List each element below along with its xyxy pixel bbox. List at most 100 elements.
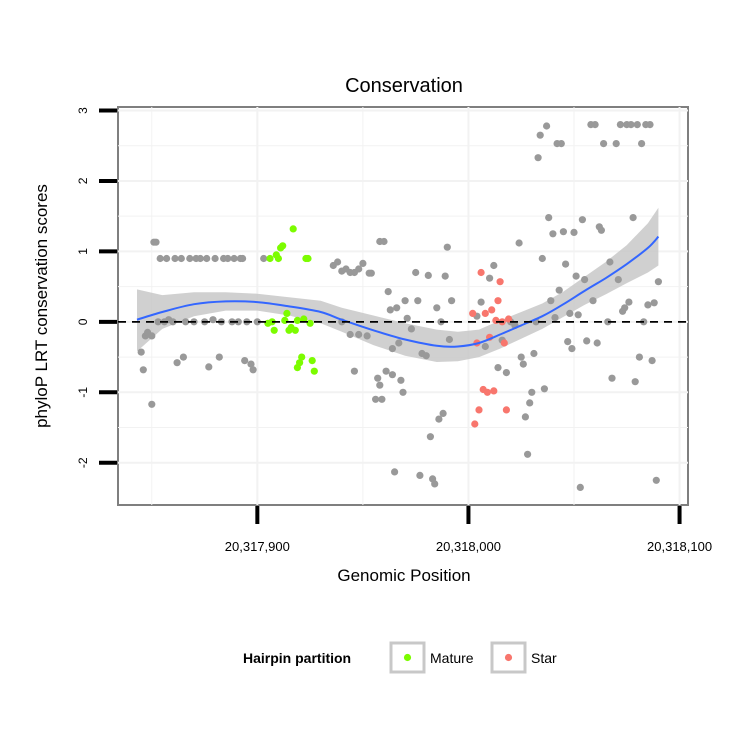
point-other: [205, 363, 213, 371]
point-other: [574, 311, 582, 319]
point-other: [654, 278, 663, 286]
point-other: [559, 228, 568, 236]
point-other: [148, 332, 156, 340]
point-other: [196, 254, 204, 263]
x-tick-label: 20,317,900: [225, 539, 290, 554]
point-other: [604, 318, 612, 326]
point-other: [566, 309, 574, 317]
point-mature: [289, 225, 297, 233]
point-other: [562, 260, 570, 268]
point-other: [557, 140, 565, 148]
point-other: [424, 271, 432, 279]
point-other: [633, 121, 641, 129]
point-other: [494, 364, 502, 372]
point-other: [249, 366, 257, 374]
legend-label-star: Star: [531, 650, 557, 666]
point-other: [650, 299, 658, 307]
point-mature: [306, 319, 314, 327]
point-other: [433, 304, 441, 312]
point-other: [625, 298, 633, 306]
data-points: [137, 121, 663, 491]
point-other: [393, 304, 401, 312]
point-other: [346, 330, 354, 339]
point-other: [570, 228, 578, 236]
point-other: [412, 268, 420, 277]
point-other: [621, 304, 629, 312]
point-other: [186, 254, 194, 263]
point-other: [521, 413, 530, 421]
point-other: [386, 306, 394, 314]
point-other: [536, 131, 544, 139]
point-other: [234, 318, 242, 326]
point-other: [540, 385, 549, 393]
point-mature: [300, 315, 308, 323]
point-other: [448, 297, 456, 305]
point-other: [547, 297, 555, 305]
point-other: [230, 254, 238, 263]
point-other: [502, 369, 510, 377]
point-other: [606, 258, 614, 266]
point-other: [648, 357, 656, 365]
point-other: [490, 261, 498, 270]
point-other: [517, 353, 525, 361]
point-other: [528, 388, 536, 396]
x-axis: 20,317,900 20,318,000 20,318,100: [225, 506, 712, 554]
point-other: [247, 360, 255, 368]
point-other: [481, 342, 489, 351]
point-star: [505, 315, 513, 323]
point-other: [169, 318, 177, 326]
smooth-curve: [136, 235, 660, 348]
series-mature: [264, 225, 318, 375]
legend-entry-mature: Mature: [389, 641, 474, 674]
point-other: [612, 140, 620, 148]
point-other: [524, 450, 532, 458]
point-star: [500, 339, 508, 347]
point-other: [378, 395, 386, 403]
point-other: [372, 395, 380, 403]
point-star: [496, 278, 504, 286]
point-other: [443, 243, 451, 251]
point-other: [154, 318, 162, 326]
point-star: [494, 297, 502, 305]
point-other: [593, 339, 601, 347]
point-other: [597, 226, 606, 234]
point-other: [148, 400, 156, 408]
point-other: [241, 357, 249, 365]
point-other: [568, 345, 576, 353]
point-other: [388, 345, 396, 353]
point-other: [578, 216, 587, 224]
point-other: [486, 274, 494, 282]
point-other: [239, 254, 247, 263]
point-other: [589, 297, 597, 305]
point-other: [401, 297, 409, 305]
point-mature: [310, 367, 318, 375]
point-other: [260, 254, 268, 263]
smooth-trend: [136, 235, 660, 348]
point-other: [156, 254, 164, 263]
y-tick-label: 3: [76, 107, 90, 114]
x-tick-label: 20,318,000: [436, 539, 501, 554]
point-star: [481, 309, 489, 317]
point-star: [483, 388, 491, 396]
point-mature: [304, 254, 312, 263]
point-other: [171, 254, 179, 263]
point-other: [374, 374, 382, 382]
y-tick-label: 1: [76, 248, 90, 255]
point-star: [471, 420, 479, 428]
point-other: [576, 483, 584, 491]
point-other: [179, 353, 187, 361]
point-other: [380, 237, 388, 246]
legend-entry-star: Star: [490, 641, 557, 674]
point-other: [163, 254, 171, 263]
point-other: [635, 353, 644, 361]
point-star: [469, 309, 477, 317]
point-other: [564, 338, 572, 346]
point-other: [152, 238, 160, 246]
point-other: [608, 374, 616, 382]
point-other: [646, 121, 654, 129]
point-other: [435, 415, 443, 423]
point-other: [519, 360, 527, 368]
y-axis: -2 -1 0 1 2 3: [76, 107, 117, 468]
legend-label-mature: Mature: [430, 650, 474, 666]
